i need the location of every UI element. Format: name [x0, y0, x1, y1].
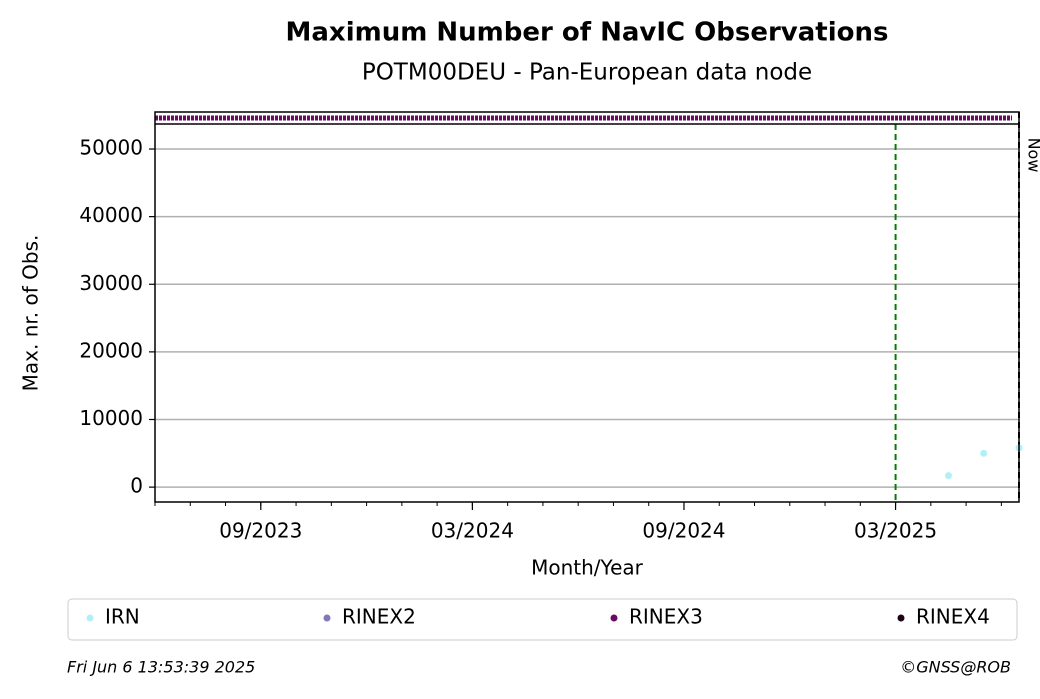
plot-frame — [154, 111, 1020, 503]
chart-title: Maximum Number of NavIC Observations — [286, 18, 889, 48]
data-point — [980, 449, 988, 457]
legend-label: IRN — [105, 605, 140, 629]
x-tick-label: 03/2025 — [854, 519, 937, 543]
legend-label: RINEX4 — [916, 605, 990, 629]
legend-label: RINEX3 — [629, 605, 703, 629]
legend-marker — [86, 614, 94, 622]
legend-marker — [323, 614, 331, 622]
legend-label: RINEX2 — [342, 605, 416, 629]
y-tick-label: 40000 — [79, 203, 143, 227]
x-axis-label: Month/Year — [531, 556, 644, 580]
y-tick-label: 20000 — [79, 338, 143, 362]
x-tick-label: 09/2024 — [642, 519, 725, 543]
y-tick-label: 50000 — [79, 136, 143, 160]
chart-subtitle: POTM00DEU - Pan-European data node — [362, 60, 812, 86]
now-label: Now — [1025, 138, 1040, 173]
timestamp: Fri Jun 6 13:53:39 2025 — [67, 658, 255, 677]
y-tick-label: 30000 — [79, 271, 143, 295]
y-tick-label: 10000 — [79, 406, 143, 430]
legend-box — [67, 598, 1018, 641]
credit: ©GNSS@ROB — [900, 658, 1011, 677]
legend-marker — [897, 614, 905, 622]
x-tick-label: 09/2023 — [219, 519, 302, 543]
y-tick-label: 0 — [130, 474, 143, 498]
x-tick-label: 03/2024 — [431, 519, 514, 543]
legend-marker — [610, 614, 618, 622]
data-point — [944, 472, 952, 480]
y-axis-label: Max. nr. of Obs. — [19, 235, 43, 392]
